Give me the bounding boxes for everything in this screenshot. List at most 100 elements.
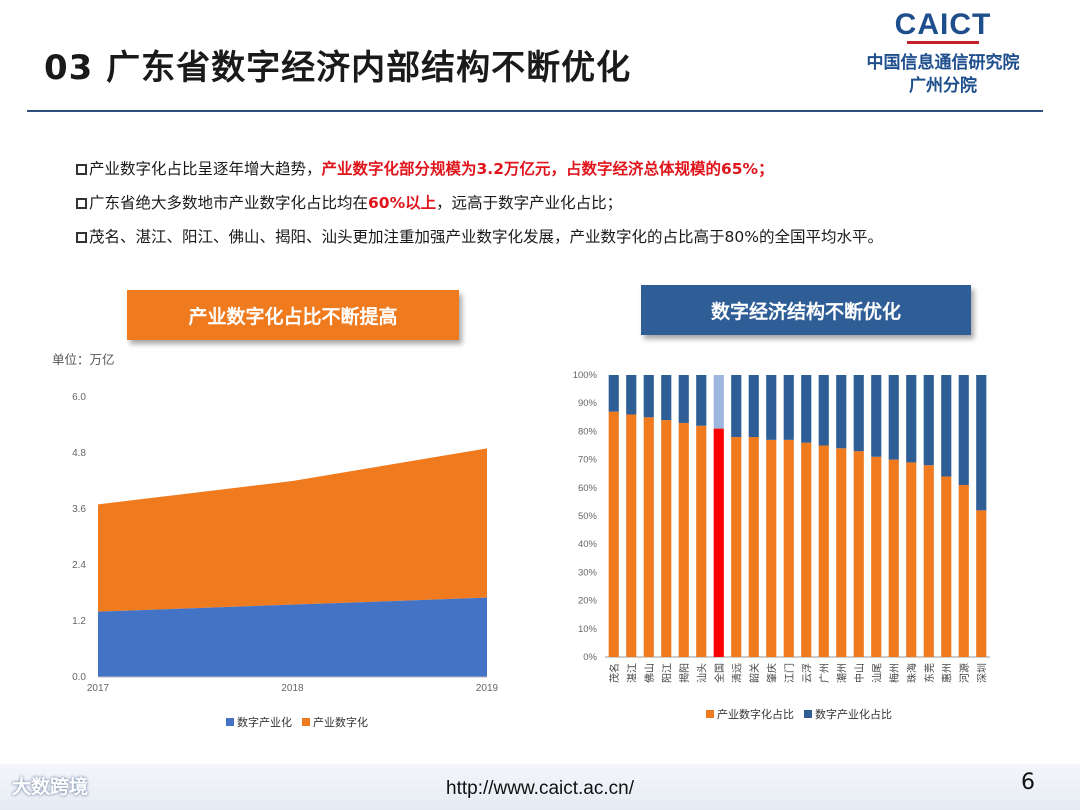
legend-item: 数字产业化: [226, 714, 292, 730]
bar-digital-industrialization: [801, 375, 812, 443]
x-tick-label: 潮州: [835, 663, 848, 683]
bar-industry-digitalization: [713, 428, 724, 657]
bullet-text: 广东省绝大多数地市产业数字化占比均在: [89, 194, 369, 212]
bullet-text: 产业数字化占比呈逐年增大趋势，: [89, 160, 322, 178]
legend-swatch: [226, 718, 234, 726]
bar-chart: 0% 10% 20% 30% 40% 50% 60% 70% 80% 90% 100% 茂名 湛江 佛山阳…: [573, 370, 990, 683]
bar-digital-industrialization: [678, 375, 689, 423]
legend-swatch: [302, 718, 310, 726]
logo-underline: [907, 41, 979, 44]
y-tick-label: 6.0: [72, 392, 86, 403]
x-tick-label: 汕尾: [871, 663, 883, 683]
bar-digital-industrialization: [713, 375, 724, 429]
bar-digital-industrialization: [731, 375, 742, 438]
bar-digital-industrialization: [836, 375, 847, 449]
area-series-industry-digitalization: [98, 448, 487, 612]
legend-item: 产业数字化占比: [706, 706, 794, 722]
checkbox-bullet-icon: [76, 198, 87, 209]
y-tick-label: 60%: [578, 483, 598, 494]
logo-mark: CAICT: [894, 8, 992, 41]
y-tick-label: 0.0: [72, 672, 86, 683]
bar-industry-digitalization: [608, 411, 619, 657]
bar-industry-digitalization: [801, 442, 812, 657]
x-tick-label: 肇庆: [765, 663, 778, 683]
y-tick-label: 50%: [578, 511, 598, 522]
checkbox-bullet-icon: [76, 164, 87, 175]
legend-label: 产业数字化占比: [717, 708, 794, 721]
area-legend: 数字产业化 产业数字化: [226, 714, 378, 730]
x-tick-label: 韶关: [748, 663, 761, 683]
bar-digital-industrialization: [643, 375, 654, 418]
x-tick-label: 2019: [476, 683, 499, 694]
bar-digital-industrialization: [783, 375, 794, 440]
bar-industry-digitalization: [853, 451, 864, 657]
y-tick-label: 0%: [583, 652, 597, 663]
x-tick-label: 2018: [281, 683, 304, 694]
y-tick-label: 70%: [578, 455, 598, 466]
x-tick-label: 惠州: [940, 663, 953, 683]
bar-digital-industrialization: [923, 375, 934, 466]
y-tick-label: 10%: [578, 624, 598, 635]
bar-industry-digitalization: [696, 425, 707, 657]
bar-industry-digitalization: [643, 417, 654, 657]
area-chart: 0.0 1.2 2.4 3.6 4.8 6.0 2017 2018 2019: [72, 392, 499, 694]
bullet-item: 产业数字化占比呈逐年增大趋势，产业数字化部分规模为3.2万亿元，占数字经济总体规…: [76, 152, 883, 186]
bar-industry-digitalization: [976, 510, 987, 657]
legend-item: 数字产业化占比: [804, 706, 892, 722]
bar-digital-industrialization: [661, 375, 672, 421]
x-tick-label: 汕头: [696, 663, 708, 683]
bullet-item: 茂名、湛江、阳江、佛山、揭阳、汕头更加注重加强产业数字化发展，产业数字化的占比高…: [76, 220, 883, 254]
bar-digital-industrialization: [818, 375, 829, 446]
bar-digital-industrialization: [871, 375, 882, 457]
bar-digital-industrialization: [958, 375, 969, 485]
right-chart-banner: 数字经济结构不断优化: [641, 285, 971, 335]
bar-industry-digitalization: [888, 459, 899, 657]
bar-industry-digitalization: [626, 414, 637, 657]
bullet-list: 产业数字化占比呈逐年增大趋势，产业数字化部分规模为3.2万亿元，占数字经济总体规…: [76, 152, 883, 254]
bullet-text-suffix: ，远高于数字产业化占比；: [436, 194, 623, 212]
y-tick-label: 30%: [578, 567, 598, 578]
x-tick-label: 茂名: [608, 663, 621, 683]
bar-digital-industrialization: [748, 375, 759, 438]
caict-logo: CAICT 中国信息通信研究院 广州分院: [858, 10, 1028, 98]
bar-digital-industrialization: [888, 375, 899, 460]
bar-legend: 产业数字化占比 数字产业化占比: [706, 706, 902, 722]
checkbox-bullet-icon: [76, 232, 87, 243]
y-tick-label: 90%: [578, 398, 598, 409]
y-tick-label: 20%: [578, 596, 598, 607]
bar-industry-digitalization: [661, 420, 672, 657]
bullet-highlight: 产业数字化部分规模为3.2万亿元，占数字经济总体规模的65%；: [321, 160, 774, 178]
bar-industry-digitalization: [836, 448, 847, 657]
bar-digital-industrialization: [853, 375, 864, 452]
legend-label: 数字产业化: [237, 716, 292, 729]
left-chart-banner: 产业数字化占比不断提高: [127, 290, 459, 340]
x-tick-label: 深圳: [976, 663, 988, 683]
bar-industry-digitalization: [731, 437, 742, 657]
area-series-digital-industrialization: [98, 597, 487, 677]
legend-label: 数字产业化占比: [815, 708, 892, 721]
bar-digital-industrialization: [608, 375, 619, 412]
bar-industry-digitalization: [678, 422, 689, 657]
x-tick-label: 东莞: [923, 663, 936, 683]
bar-digital-industrialization: [766, 375, 777, 440]
bar-industry-digitalization: [941, 476, 952, 657]
bar-industry-digitalization: [923, 465, 934, 657]
bar-digital-industrialization: [976, 375, 987, 511]
footer: 大数跨境 http://www.caict.ac.cn/ 6: [0, 764, 1080, 810]
bullet-text: 茂名、湛江、阳江、佛山、揭阳、汕头更加注重加强产业数字化发展，产业数字化的占比高…: [89, 228, 883, 246]
bar-industry-digitalization: [818, 445, 829, 657]
x-tick-label: 佛山: [643, 663, 656, 683]
y-tick-label: 1.2: [72, 616, 86, 627]
bar-industry-digitalization: [906, 462, 917, 657]
y-tick-label: 40%: [578, 539, 598, 550]
x-tick-label: 广州: [819, 663, 831, 683]
footer-brand: 大数跨境: [12, 776, 89, 798]
bar-industry-digitalization: [958, 484, 969, 657]
footer-url[interactable]: http://www.caict.ac.cn/: [446, 778, 634, 799]
bar-digital-industrialization: [906, 375, 917, 463]
y-tick-label: 4.8: [72, 448, 86, 459]
x-tick-label: 湛江: [626, 663, 638, 683]
legend-swatch: [706, 710, 714, 718]
bullet-highlight: 60%以上: [368, 194, 437, 212]
org-line-1: 中国信息通信研究院: [866, 53, 1020, 73]
